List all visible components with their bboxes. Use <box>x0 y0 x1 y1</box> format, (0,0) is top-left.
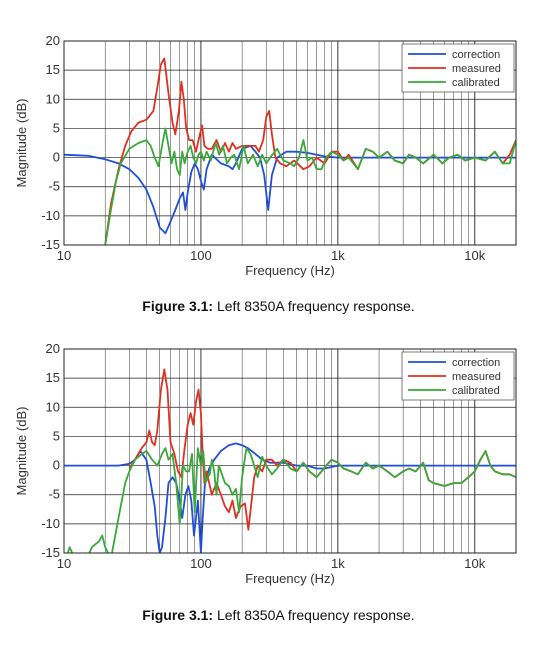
y-tick-label: -10 <box>41 208 60 223</box>
figure-caption-1: Figure 3.1: Left 8350A frequency respons… <box>0 298 557 314</box>
plot-frame <box>63 40 517 246</box>
x-tick-label: 1k <box>331 556 345 571</box>
y-tick-label: 0 <box>53 458 60 473</box>
caption-label: Figure 3.1: <box>142 607 214 623</box>
y-tick-label: 20 <box>46 341 60 356</box>
figure-caption-2: Figure 3.1: Left 8350A frequency respons… <box>0 607 557 623</box>
legend-label: correction <box>452 357 500 369</box>
x-tick-label: 10k <box>464 248 485 263</box>
caption-text: Left 8350A frequency response. <box>213 607 415 623</box>
x-tick-label: 100 <box>190 248 212 263</box>
legend-label: measured <box>452 63 501 75</box>
y-axis-label: Magnitude (dB) <box>14 99 29 188</box>
x-tick-label: 1k <box>331 248 345 263</box>
chart-2: -15 -10 -5 0 5 10 15 20 10 100 1k 10k Frequency (Hz)… <box>14 341 517 586</box>
y-tick-label: 15 <box>46 370 60 385</box>
y-tick-label: -5 <box>48 487 60 502</box>
y-tick-label: 10 <box>46 399 60 414</box>
x-tick-label: 10 <box>57 248 71 263</box>
y-tick-label: 5 <box>53 120 60 135</box>
legend: correction measured calibrated <box>401 351 515 401</box>
y-tick-label: -15 <box>41 545 60 560</box>
y-tick-label: 20 <box>46 33 60 48</box>
series-line-calibrated <box>66 447 516 553</box>
series-group <box>64 368 516 553</box>
y-axis-label: Magnitude (dB) <box>14 407 29 496</box>
chart-1: -15 -10 -5 0 5 10 15 20 10 100 1k 10k Frequency (Hz)… <box>14 33 517 278</box>
y-tick-label: 10 <box>46 91 60 106</box>
y-tick-label: 15 <box>46 62 60 77</box>
legend-label: calibrated <box>452 385 500 397</box>
caption-label: Figure 3.1: <box>142 298 214 314</box>
series-line-calibrated <box>104 127 516 245</box>
legend: correction measured calibrated <box>401 43 515 93</box>
legend-label: calibrated <box>452 77 500 89</box>
legend-label: correction <box>452 49 500 61</box>
y-tick-label: 5 <box>53 428 60 443</box>
caption-text: Left 8350A frequency response. <box>213 298 415 314</box>
plot-frame <box>63 348 517 554</box>
y-tick-label: -5 <box>48 179 60 194</box>
x-axis-label: Frequency (Hz) <box>245 263 335 278</box>
legend-label: measured <box>452 371 501 383</box>
series-group <box>64 57 516 245</box>
y-tick-label: 0 <box>53 150 60 165</box>
y-tick-label: -10 <box>41 516 60 531</box>
series-line-correction <box>64 442 516 553</box>
x-tick-label: 10 <box>57 556 71 571</box>
x-tick-label: 10k <box>464 556 485 571</box>
x-axis-label: Frequency (Hz) <box>245 571 335 586</box>
x-tick-label: 100 <box>190 556 212 571</box>
y-tick-label: -15 <box>41 237 60 252</box>
